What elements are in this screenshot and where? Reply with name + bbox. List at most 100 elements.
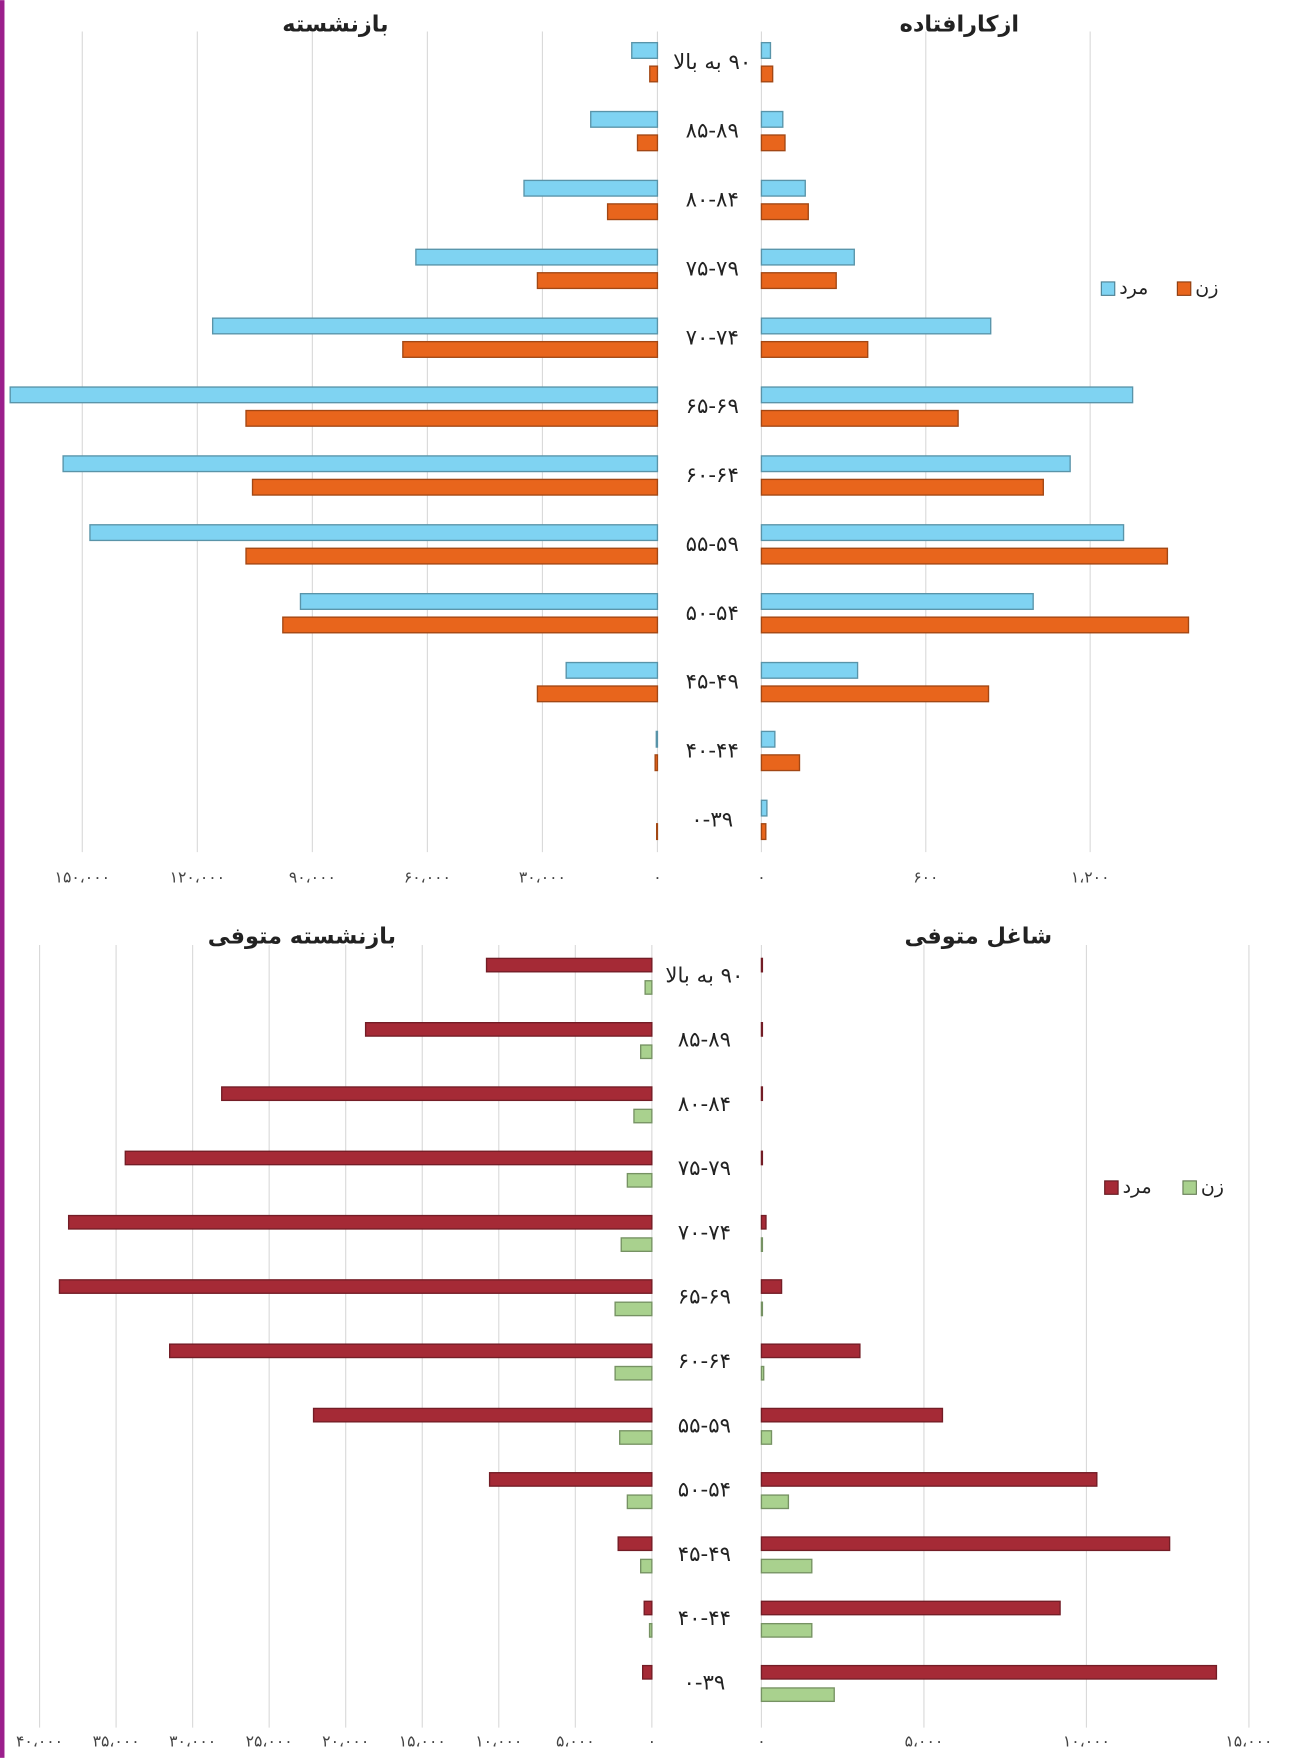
bar xyxy=(760,1430,773,1445)
bar xyxy=(760,179,806,197)
legend-label: مرد xyxy=(1123,1176,1152,1198)
bar xyxy=(655,730,659,748)
bar xyxy=(631,41,659,59)
legend-swatch xyxy=(1100,281,1116,296)
bar xyxy=(648,1622,653,1638)
category-label: ۴۰-۴۴ xyxy=(686,739,739,764)
chart-title: شاغل متوفی xyxy=(905,924,1053,950)
bar xyxy=(760,1536,1171,1552)
legend-swatch xyxy=(1176,281,1192,296)
bar xyxy=(641,1664,653,1680)
bar xyxy=(760,1600,1061,1616)
legend-swatch xyxy=(1182,1180,1197,1195)
bar xyxy=(760,41,772,59)
bar xyxy=(760,1343,861,1359)
bar xyxy=(619,1430,653,1445)
bar xyxy=(282,616,659,634)
x-tick-label: ۶۰،۰۰۰ xyxy=(404,867,451,886)
category-label: ۹۰ به بالا xyxy=(673,50,751,75)
bar xyxy=(536,272,659,290)
bar xyxy=(760,409,959,427)
bar xyxy=(211,317,659,335)
category-label: ۴۰-۴۴ xyxy=(678,1606,731,1631)
category-label: ۵۰-۵۴ xyxy=(686,601,739,626)
category-label: ۶۵-۶۹ xyxy=(678,1285,731,1310)
bar xyxy=(760,386,1134,404)
x-tick-label: ۰ xyxy=(757,867,765,886)
x-tick-label: ۱۵۰،۰۰۰ xyxy=(55,867,110,886)
bar xyxy=(760,455,1071,473)
x-tick-label: ۱۲۰،۰۰۰ xyxy=(170,867,225,886)
bar xyxy=(299,592,659,610)
category-label: ۶۰-۶۴ xyxy=(678,1349,731,1374)
bar xyxy=(760,1622,813,1638)
category-label: ۵۵-۵۹ xyxy=(686,532,739,557)
bar xyxy=(67,1214,653,1230)
bar xyxy=(760,1301,764,1317)
bar xyxy=(760,1279,783,1294)
bar xyxy=(636,134,659,152)
legend-swatch xyxy=(1104,1180,1119,1195)
bar xyxy=(760,685,990,703)
bar xyxy=(590,110,659,128)
bar xyxy=(760,524,1125,542)
bar xyxy=(656,823,659,841)
category-label: ۵۵-۵۹ xyxy=(678,1413,731,1438)
category-label: ۸۰-۸۴ xyxy=(686,188,739,213)
bar xyxy=(523,179,659,197)
x-tick-label: ۴۰،۰۰۰ xyxy=(16,1732,63,1751)
bar xyxy=(626,1494,653,1510)
chart-title: ازکارافتاده xyxy=(900,11,1019,37)
bar xyxy=(760,110,784,128)
bar xyxy=(760,1022,764,1037)
bar xyxy=(760,547,1169,565)
category-label: ۷۵-۷۹ xyxy=(686,256,739,281)
bar xyxy=(364,1022,653,1037)
bar xyxy=(169,1343,653,1359)
bar xyxy=(760,317,992,335)
bar xyxy=(760,799,768,817)
bar xyxy=(9,386,659,404)
bar xyxy=(633,1108,653,1124)
bar xyxy=(760,134,786,152)
x-tick-label: ۹۰،۰۰۰ xyxy=(289,867,336,886)
category-label: ۸۵-۸۹ xyxy=(686,119,739,144)
bar xyxy=(760,616,1190,634)
bar xyxy=(760,65,774,83)
bar xyxy=(760,478,1044,496)
x-tick-label: ۲۵،۰۰۰ xyxy=(246,1732,293,1751)
category-label: ۷۰-۷۴ xyxy=(678,1220,731,1245)
bar xyxy=(760,823,767,841)
bar xyxy=(760,1494,790,1510)
bar xyxy=(221,1086,653,1102)
category-label: ۷۰-۷۴ xyxy=(686,325,739,350)
x-tick-label: ۵،۰۰۰ xyxy=(556,1732,595,1751)
category-label: ۶۵-۶۹ xyxy=(686,394,739,419)
bar xyxy=(760,272,837,290)
bar xyxy=(617,1536,653,1552)
x-tick-label: ۳۰،۰۰۰ xyxy=(519,867,566,886)
bar xyxy=(614,1301,653,1317)
bar xyxy=(760,1237,764,1252)
bar xyxy=(760,340,869,358)
bar xyxy=(760,1664,1218,1680)
bar xyxy=(640,1558,653,1574)
bar xyxy=(124,1150,653,1166)
bar xyxy=(58,1279,653,1294)
bar xyxy=(760,1687,835,1703)
page-border xyxy=(0,0,5,1758)
bar xyxy=(760,1365,765,1381)
x-tick-label: ۰ xyxy=(653,867,661,886)
x-tick-label: ۵،۰۰۰ xyxy=(905,1732,944,1751)
bar xyxy=(620,1237,653,1252)
x-tick-label: ۱۰،۰۰۰ xyxy=(1063,1732,1110,1751)
bar xyxy=(614,1365,653,1381)
x-tick-label: ۲۰،۰۰۰ xyxy=(322,1732,369,1751)
bar xyxy=(251,478,659,496)
category-label: ۰-۳۹ xyxy=(691,807,733,832)
category-label: ۰-۳۹ xyxy=(683,1670,725,1695)
chart-title: بازنشسته متوفی xyxy=(208,924,396,950)
bar xyxy=(312,1407,653,1423)
bar xyxy=(640,1044,653,1060)
bar xyxy=(606,203,659,221)
